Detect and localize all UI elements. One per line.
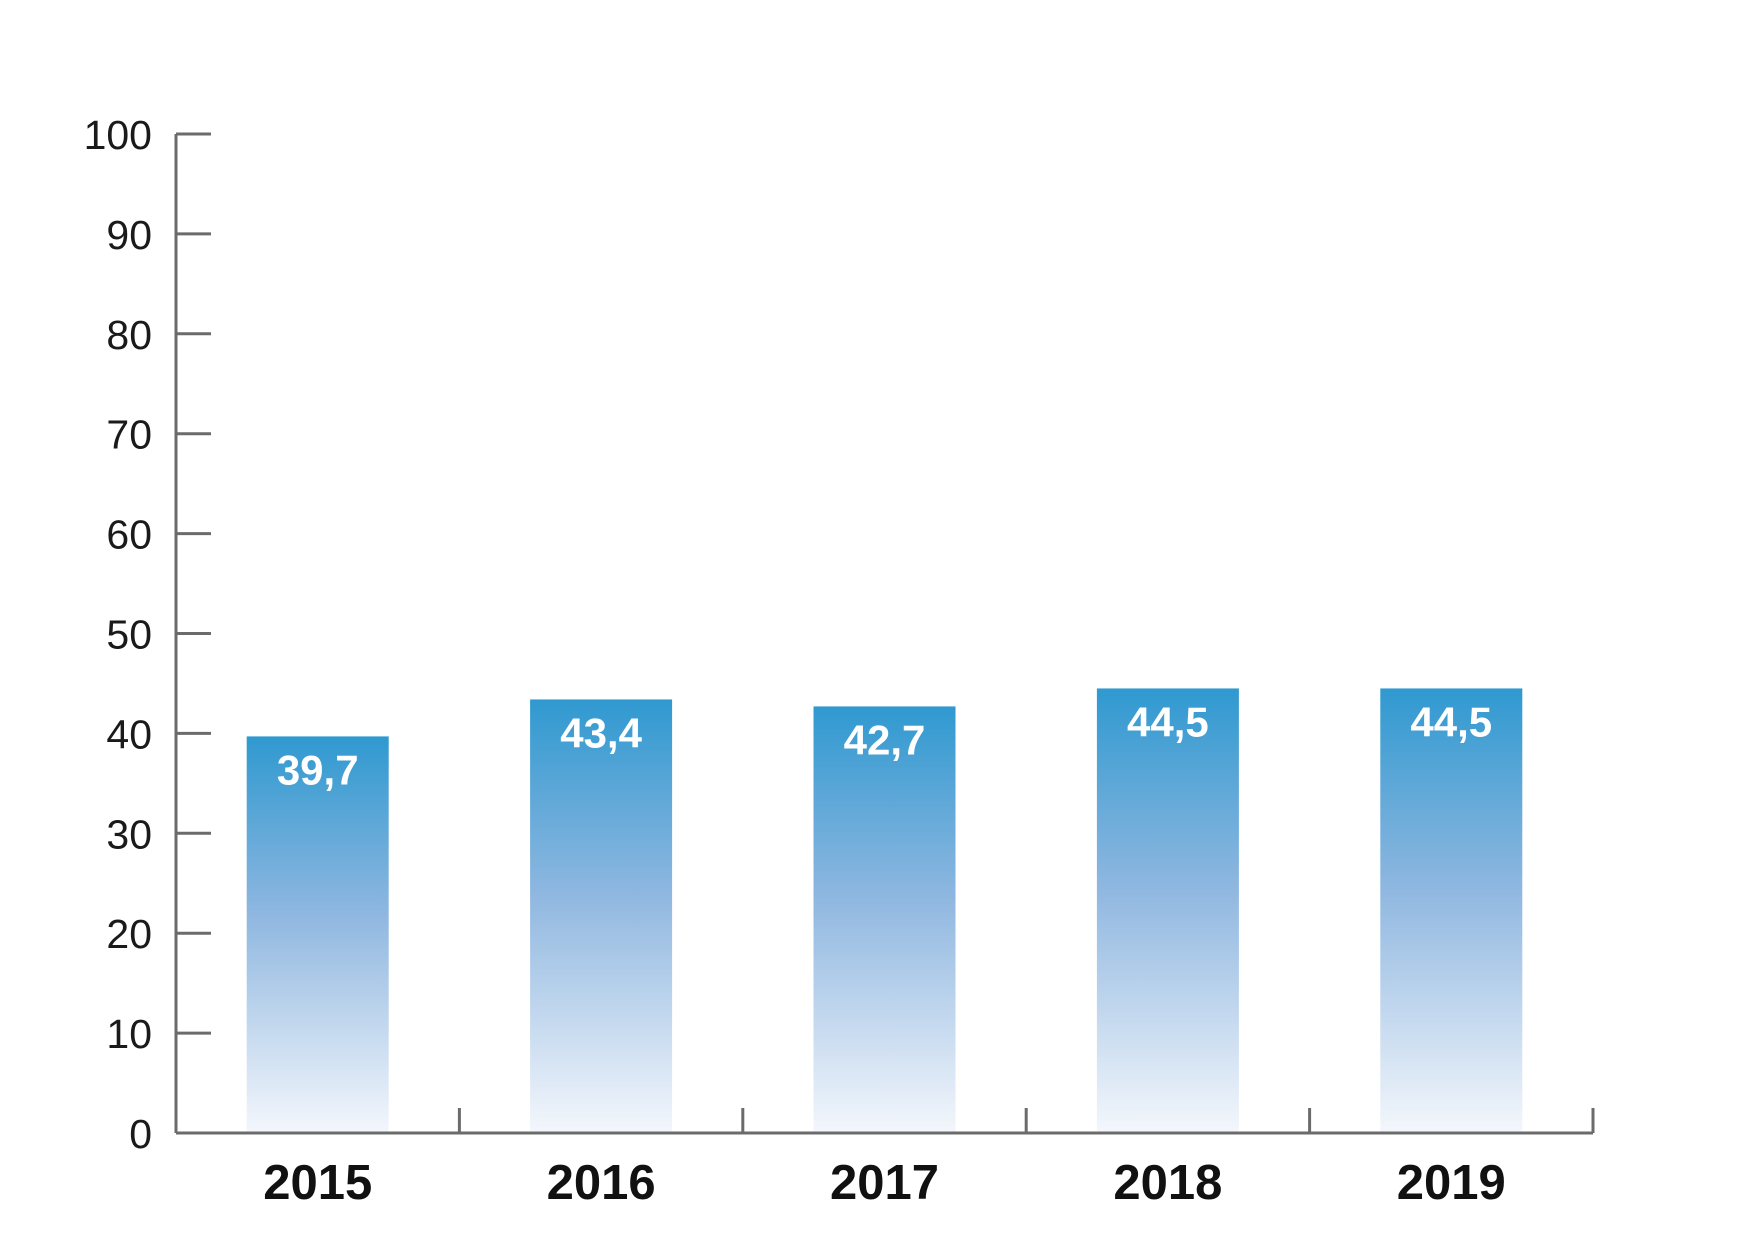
y-tick-label: 0 [129, 1111, 152, 1157]
y-tick-label: 50 [106, 612, 152, 658]
y-tick-label: 60 [106, 512, 152, 558]
x-tick-label-2016: 2016 [547, 1156, 656, 1210]
bars-group [246, 688, 1523, 1133]
y-tick-label: 40 [106, 711, 152, 757]
data-label-2017: 42,7 [844, 716, 926, 763]
y-tick-label: 30 [106, 811, 152, 857]
x-tick-label-2015: 2015 [263, 1156, 372, 1210]
y-tick-label: 20 [106, 911, 152, 957]
data-label-2015: 39,7 [277, 746, 359, 793]
data-label-2016: 43,4 [560, 709, 642, 756]
labels-group: 39,7 43,4 42,7 44,5 44,5 0 10 20 30 40 50 60 70 80 90 1… [84, 112, 1506, 1210]
axes-group [174, 132, 1595, 1135]
bar-2017 [813, 706, 956, 1133]
y-tick-label: 10 [106, 1011, 152, 1057]
y-tick-label: 80 [106, 312, 152, 358]
y-tick-label: 90 [106, 212, 152, 258]
y-tick-label: 70 [106, 412, 152, 458]
bar-2015 [246, 736, 389, 1133]
data-label-2019: 44,5 [1410, 698, 1492, 745]
x-tick-label-2018: 2018 [1113, 1156, 1222, 1210]
bar-2016 [530, 699, 673, 1133]
y-tick-label: 100 [84, 112, 152, 158]
bar-2018 [1096, 688, 1239, 1133]
data-label-2018: 44,5 [1127, 698, 1209, 745]
x-tick-label-2019: 2019 [1397, 1156, 1506, 1210]
bar-2019 [1380, 688, 1523, 1133]
x-tick-label-2017: 2017 [830, 1156, 939, 1210]
